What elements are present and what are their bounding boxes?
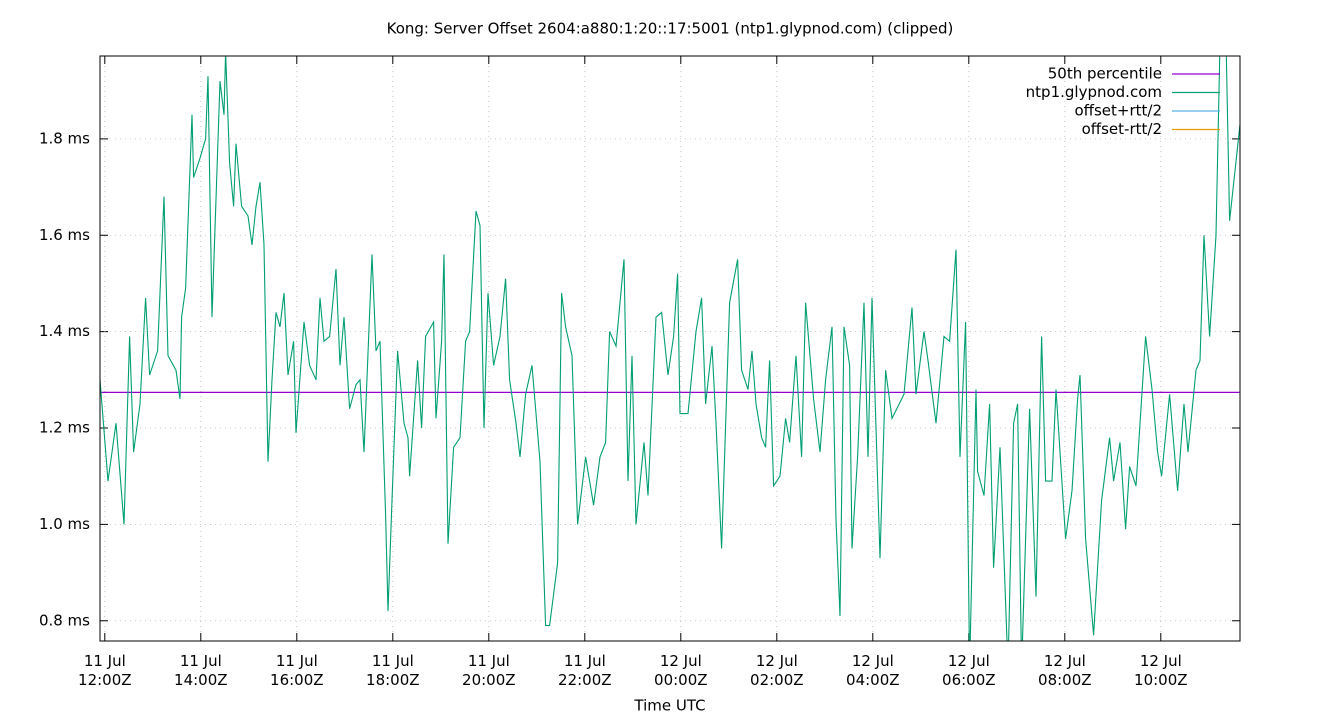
x-tick-label: 11 Jul 12:00Z (78, 652, 132, 689)
x-tick-label: 11 Jul 14:00Z (174, 652, 228, 689)
y-tick-label: 0.8 ms (39, 611, 90, 629)
legend-label: ntp1.glypnod.com (1026, 83, 1162, 101)
y-tick-label: 1.0 ms (39, 515, 90, 533)
plot-border (99, 55, 1241, 642)
x-tick-label: 12 Jul 00:00Z (654, 652, 708, 689)
legend-label: 50th percentile (1048, 65, 1162, 83)
x-tick-label: 11 Jul 20:00Z (462, 652, 516, 689)
x-tick-label: 12 Jul 08:00Z (1038, 652, 1092, 689)
legend-label: offset-rtt/2 (1082, 120, 1162, 138)
y-tick-label: 1.8 ms (39, 129, 90, 147)
chart-title: Kong: Server Offset 2604:a880:1:20::17:5… (387, 20, 954, 38)
x-axis-label: Time UTC (633, 697, 705, 715)
series-line (100, 56, 1240, 641)
x-tick-label: 11 Jul 16:00Z (270, 652, 324, 689)
x-tick-label: 12 Jul 04:00Z (846, 652, 900, 689)
x-tick-label: 11 Jul 18:00Z (366, 652, 420, 689)
y-tick-label: 1.6 ms (39, 226, 90, 244)
y-tick-label: 1.2 ms (39, 419, 90, 437)
plot-area (100, 56, 1240, 641)
x-tick-label: 12 Jul 02:00Z (750, 652, 804, 689)
x-tick-label: 11 Jul 22:00Z (558, 652, 612, 689)
y-tick-label: 1.4 ms (39, 322, 90, 340)
legend-label: offset+rtt/2 (1074, 102, 1162, 120)
x-tick-label: 12 Jul 06:00Z (942, 652, 996, 689)
x-tick-label: 12 Jul 10:00Z (1134, 652, 1188, 689)
